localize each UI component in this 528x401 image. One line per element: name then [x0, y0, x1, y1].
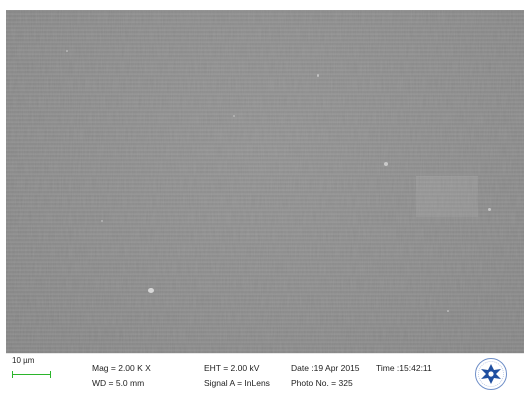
signal-readout: Signal A = InLens — [204, 378, 270, 388]
scale-bar-label: 10 µm — [12, 356, 35, 365]
particle — [66, 50, 68, 52]
photo-number-readout: Photo No. = 325 — [291, 378, 353, 388]
working-distance-readout: WD = 5.0 mm — [92, 378, 145, 388]
scanned-region-highlight — [416, 176, 478, 217]
particle — [384, 162, 388, 166]
time-readout: Time :15:42:11 — [376, 363, 432, 373]
institution-logo — [475, 358, 507, 390]
particle — [488, 208, 491, 211]
particle — [233, 115, 235, 117]
particle — [148, 288, 154, 293]
particle — [101, 220, 103, 222]
sem-info-bar: 10 µm Mag = 2.00 K X WD = 5.0 mm EHT = 2… — [6, 353, 524, 396]
scale-bar — [12, 371, 51, 378]
eht-readout: EHT = 2.00 kV — [204, 363, 260, 373]
right-margin — [524, 10, 528, 395]
particle — [447, 310, 449, 312]
surface-texture — [6, 10, 524, 353]
particle — [317, 74, 319, 77]
sem-micrograph — [6, 10, 524, 353]
magnification-readout: Mag = 2.00 K X — [92, 363, 151, 373]
date-readout: Date :19 Apr 2015 — [291, 363, 360, 373]
